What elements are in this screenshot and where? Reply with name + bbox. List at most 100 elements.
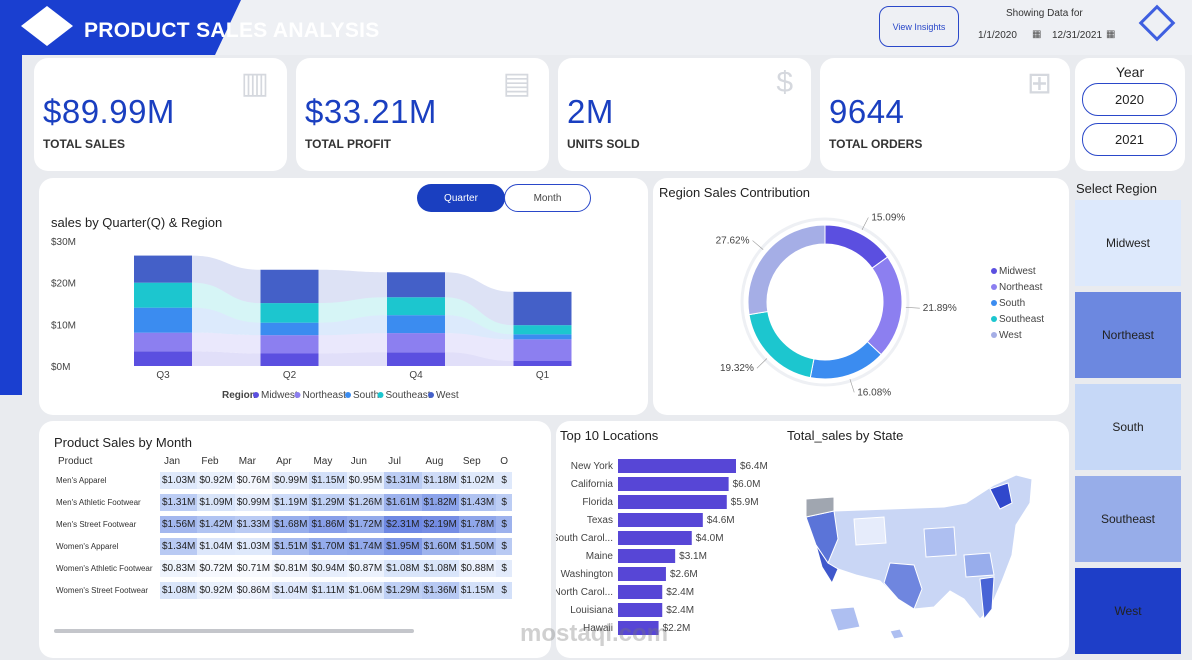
value-cell: $0.94M	[309, 560, 347, 577]
table-row[interactable]: Women's Apparel $1.34M $1.04M $1.03M $1.51M $…	[54, 538, 513, 555]
page-title: PRODUCT SALES ANALYSIS	[84, 19, 380, 42]
donut-slice	[824, 224, 889, 269]
bar-segment	[134, 307, 192, 333]
bar	[618, 477, 729, 491]
category-label: North Carol...	[556, 587, 613, 598]
table-row[interactable]: Men's Street Footwear $1.56M $1.42M $1.33M $…	[54, 516, 513, 533]
quarter-toggle-button[interactable]: Quarter	[417, 184, 505, 212]
ribbon-band	[192, 307, 261, 336]
value-cell: $1.29M	[309, 494, 347, 511]
column-header[interactable]: Feb	[201, 456, 219, 467]
bar-segment	[260, 303, 319, 323]
value-cell: $1.60M	[421, 538, 459, 555]
calendar-icon[interactable]: ▦	[1032, 29, 1042, 40]
value-cell: $1.31M	[384, 472, 422, 489]
x-tick-label: Q2	[283, 370, 297, 381]
data-label: $6.4M	[740, 461, 768, 472]
value-cell: $1.95M	[384, 538, 422, 555]
date-to-input[interactable]: 12/31/2021	[1052, 30, 1103, 41]
cash-icon: ▤	[502, 67, 531, 100]
bar-segment	[260, 353, 319, 366]
legend-marker	[991, 268, 997, 274]
year-option-2021[interactable]: 2021	[1082, 123, 1177, 156]
x-tick-label: Q1	[536, 370, 550, 381]
date-from-input[interactable]: 1/1/2020	[978, 30, 1017, 41]
bar-segment	[387, 333, 445, 353]
donut-chart: 15.09% 21.89% 16.08% 19.32% 27.62% Midwest Nor…	[716, 212, 1045, 398]
title-banner-edge	[215, 0, 241, 55]
data-label: $2.4M	[666, 605, 694, 616]
region-option-midwest[interactable]: Midwest	[1075, 200, 1181, 286]
region-option-south[interactable]: South	[1075, 384, 1181, 470]
data-label: $4.6M	[707, 515, 735, 526]
column-header[interactable]: Jan	[164, 456, 181, 467]
legend-marker	[253, 392, 259, 398]
column-header[interactable]: Sep	[462, 456, 481, 467]
table-row[interactable]: Men's Apparel $1.03M $0.92M $0.76M $0.99M $1.…	[54, 472, 513, 489]
view-insights-button[interactable]: View Insights	[879, 6, 959, 47]
column-header[interactable]: Aug	[425, 456, 444, 467]
data-label-leader	[756, 358, 768, 369]
ribbon-chart: $30M $20M $10M $0M Q3 Q2 Q4 Q1 Region Midwest Nort…	[51, 237, 572, 401]
region-option-southeast[interactable]: Southeast	[1075, 476, 1181, 562]
value-cell: $1.03M	[234, 538, 273, 555]
column-header[interactable]: Mar	[238, 456, 256, 467]
region-option-west[interactable]: West	[1075, 568, 1181, 654]
column-header[interactable]: O	[500, 456, 509, 467]
data-label: $5.9M	[731, 497, 759, 508]
legend-label: Southeast	[999, 314, 1044, 325]
us-states-map[interactable]	[794, 459, 1054, 644]
legend-label: Southeast	[386, 390, 431, 401]
bar	[618, 459, 736, 473]
donut-slice	[747, 224, 826, 316]
slice-data-label: 16.08%	[857, 387, 891, 398]
column-header[interactable]: Jun	[350, 456, 367, 467]
x-tick-label: Q3	[156, 370, 170, 381]
value-cell: $1.04M	[197, 538, 235, 555]
value-cell: $1.82M	[421, 494, 459, 511]
table-row[interactable]: Men's Athletic Footwear $1.31M $1.09M $0.99…	[54, 494, 513, 511]
column-header[interactable]: Jul	[388, 456, 401, 467]
kpi-label: TOTAL ORDERS	[829, 137, 923, 151]
calendar-icon[interactable]: ▦	[1106, 29, 1116, 40]
value-cell: $1.08M	[160, 582, 198, 599]
value-cell: $	[496, 516, 513, 533]
legend-marker	[991, 284, 997, 290]
column-header[interactable]: Product	[58, 456, 93, 467]
value-cell: $2.31M	[384, 516, 422, 533]
matrix-title: Product Sales by Month	[54, 435, 193, 450]
product-month-matrix-card: Product Sales by Month Product Jan Feb Mar A…	[39, 421, 551, 658]
category-label: South Carol...	[556, 533, 613, 544]
kpi-value: 9644	[829, 93, 905, 130]
x-tick-label: Q4	[409, 370, 423, 381]
table-row[interactable]: Women's Street Footwear $1.08M $0.92M $0.86…	[54, 582, 513, 599]
value-cell: $0.95M	[346, 472, 385, 489]
bar-segment	[513, 334, 572, 340]
category-label: California	[571, 479, 614, 490]
bar	[618, 603, 663, 617]
product-name-cell: Men's Athletic Footwear	[56, 498, 141, 507]
column-header[interactable]: May	[313, 456, 333, 467]
data-label-leader	[905, 306, 920, 309]
month-toggle-button[interactable]: Month	[504, 184, 591, 212]
column-header[interactable]: Apr	[276, 456, 292, 467]
map-title: Total_sales by State	[787, 428, 904, 443]
value-cell: $1.09M	[197, 494, 235, 511]
value-cell: $1.33M	[234, 516, 273, 533]
product-name-cell: Men's Apparel	[56, 476, 107, 485]
ribbon-band	[318, 352, 387, 366]
logo-icon	[21, 6, 73, 46]
value-cell: $	[496, 494, 513, 511]
bar	[618, 621, 659, 635]
legend-label: South	[999, 298, 1025, 309]
legend-label: West	[436, 390, 459, 401]
year-option-2020[interactable]: 2020	[1082, 83, 1177, 116]
horizontal-scrollbar[interactable]	[54, 629, 414, 633]
value-cell: $0.76M	[234, 472, 273, 489]
bar	[618, 549, 676, 563]
legend-marker	[991, 316, 997, 322]
value-cell: $1.19M	[272, 494, 310, 511]
table-row[interactable]: Women's Athletic Footwear $0.83M $0.72M $0.…	[54, 560, 513, 577]
region-option-northeast[interactable]: Northeast	[1075, 292, 1181, 378]
product-name-cell: Men's Street Footwear	[56, 520, 137, 529]
